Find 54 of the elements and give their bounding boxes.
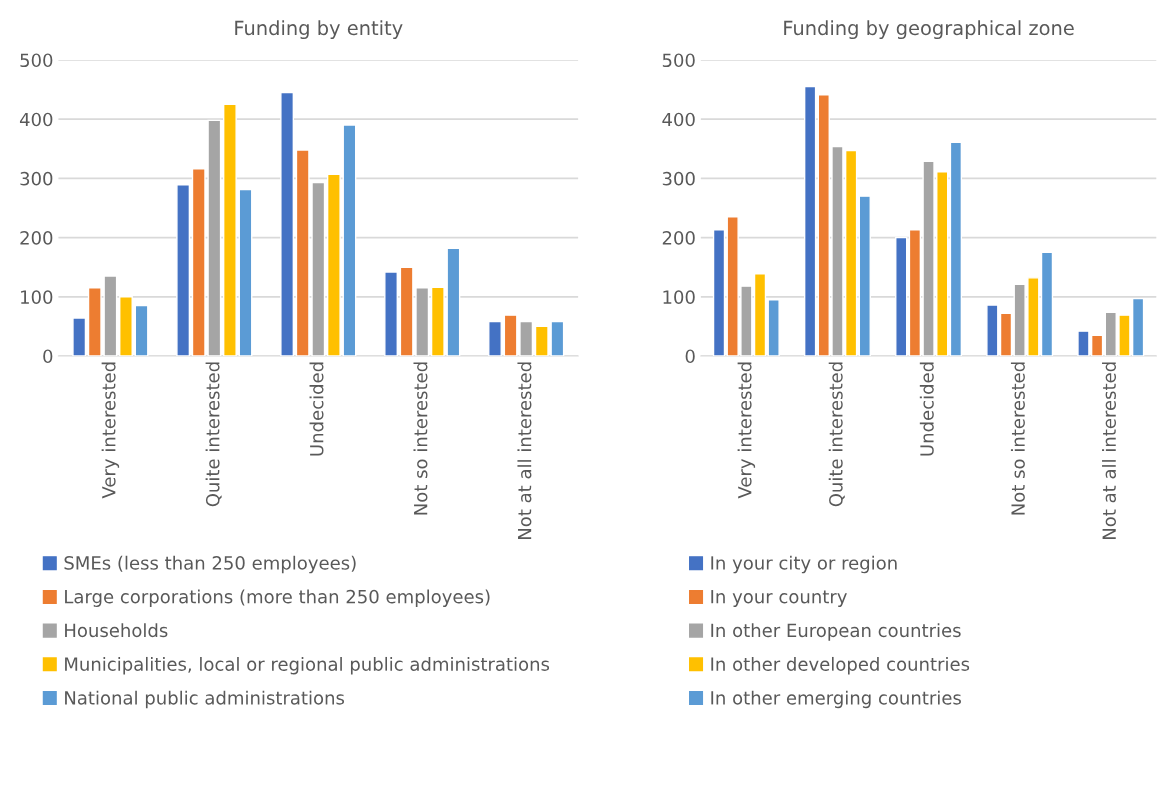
y-tick-label: 400 (19, 112, 53, 127)
bar (803, 85, 817, 356)
x-tick-label: Very interested (101, 362, 120, 499)
legend-label: Large corporations (more than 250 employees) (65, 589, 490, 607)
bar (119, 296, 133, 356)
legend-label: Households (65, 623, 168, 638)
bar (238, 188, 253, 356)
bar (326, 173, 341, 356)
bar (488, 320, 502, 356)
y-tick-label: 0 (43, 349, 53, 364)
legend-label: National public administrations (65, 690, 345, 709)
x-tick-label: Not at all interested (517, 362, 532, 540)
y-tick-label: 200 (20, 231, 53, 245)
x-tick-label: Very interested (737, 362, 756, 499)
legend-label: In your country (711, 590, 847, 607)
bar (986, 304, 999, 356)
bar (712, 229, 726, 356)
bar (342, 124, 357, 356)
bar (280, 91, 295, 356)
x-tick-label: Undecided (309, 362, 324, 456)
y-tick-label: 100 (663, 290, 695, 304)
x-tick-label: Quite interested (828, 362, 845, 507)
legend-label: In your city or region (711, 555, 897, 574)
legend-label: In other European countries (711, 623, 961, 641)
y-tick-label: 500 (20, 53, 53, 68)
bar (222, 103, 237, 356)
legend-label: Municipalities, local or regional public administrations (65, 656, 550, 675)
legend-label: In other developed countries (711, 656, 970, 675)
x-tick-label: Quite interested (205, 362, 222, 507)
x-tick-label: Not so interested (1010, 362, 1025, 515)
legend-label: In other emerging countries (711, 690, 961, 709)
y-tick-label: 300 (20, 171, 53, 186)
x-tick-label: Not at all interested (1102, 362, 1117, 540)
x-tick-label: Undecided (919, 362, 934, 456)
bar (134, 304, 149, 356)
bar (858, 195, 871, 356)
bar (72, 317, 87, 356)
y-tick-label: 100 (21, 290, 53, 304)
y-tick-label: 500 (662, 53, 695, 68)
bar (999, 312, 1013, 356)
bar (949, 141, 963, 356)
y-tick-label: 0 (685, 349, 695, 364)
x-tick-label: Not so interested (413, 362, 428, 515)
chart-title: Funding by geographical zone (784, 20, 1074, 40)
y-tick-label: 400 (662, 112, 695, 127)
bar (767, 299, 780, 356)
bar (1040, 251, 1054, 356)
y-tick-label: 200 (662, 231, 695, 245)
chart-title: Funding by entity (235, 20, 403, 40)
bar (384, 271, 398, 356)
legend-label: SMEs (less than 250 employees) (64, 555, 356, 574)
bar (176, 184, 191, 356)
bar (895, 236, 908, 356)
y-tick-label: 300 (662, 171, 695, 186)
